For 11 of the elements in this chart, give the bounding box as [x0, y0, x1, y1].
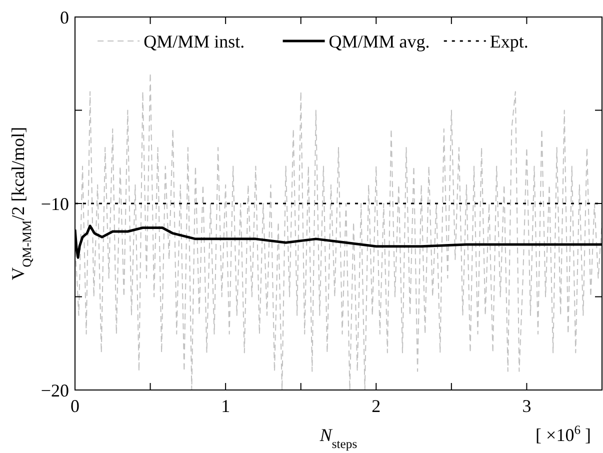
y-tick-label: −10 — [40, 194, 69, 214]
y-tick-label: 0 — [60, 7, 69, 28]
x-tick-label: 3 — [522, 396, 532, 416]
y-tick-label: −20 — [40, 380, 69, 400]
x-tick-label: 1 — [221, 396, 230, 416]
text: [ ×10$^{6}$ ] — [536, 423, 591, 445]
x-axis-title: N$_{steps}$ — [318, 425, 358, 451]
legend-label: QM/MM inst. — [144, 31, 245, 52]
legend-label: QM/MM avg. — [328, 31, 430, 52]
x-tick-label: 2 — [372, 396, 381, 416]
legend-label: Expt. — [490, 31, 528, 52]
